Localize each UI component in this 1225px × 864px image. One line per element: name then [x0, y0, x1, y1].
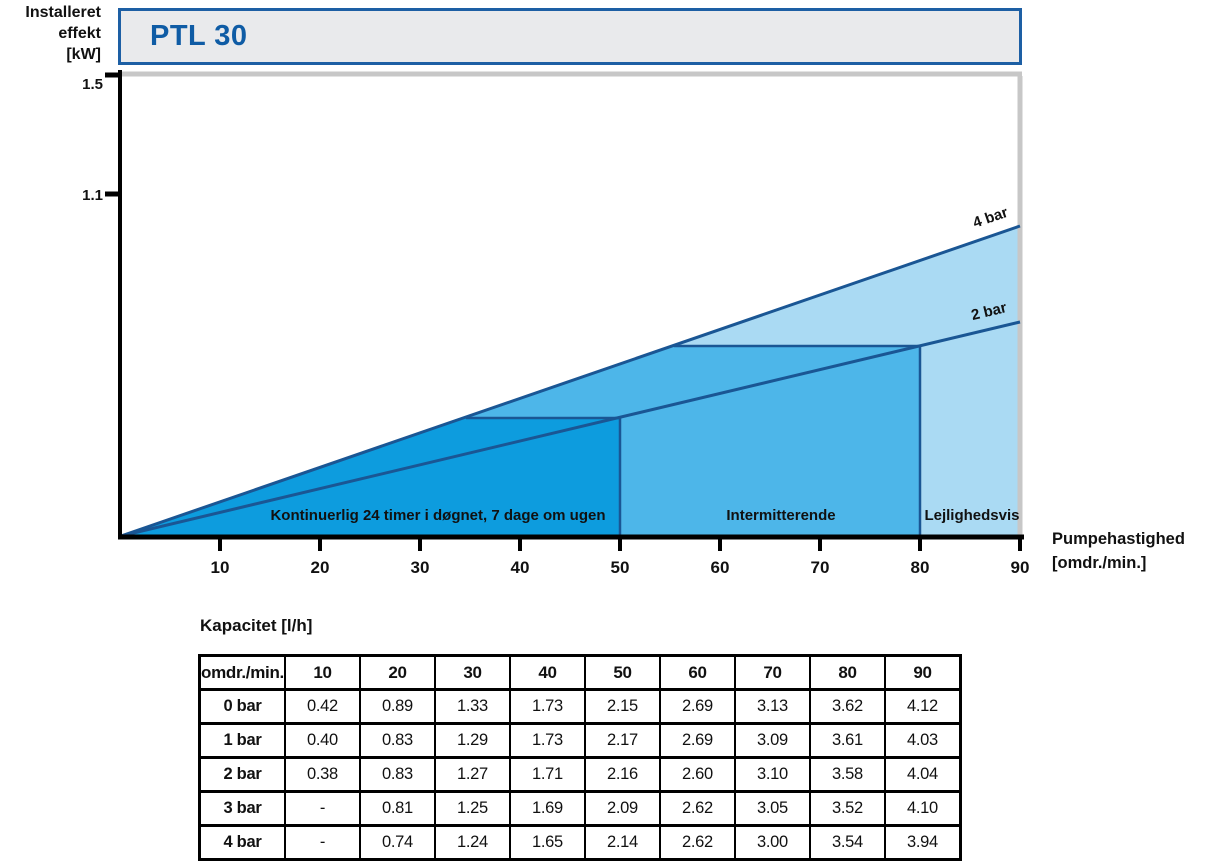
table-cell: 2.69	[658, 722, 736, 759]
x-axis-title-line2: [omdr./min.]	[1052, 554, 1147, 572]
table-cell: 1.25	[433, 790, 511, 827]
x-tick-label-70: 70	[811, 558, 830, 577]
y-tick-label-1_5: 1.5	[82, 76, 103, 93]
x-axis-title: Pumpehastighed [omdr./min.]	[1052, 527, 1185, 575]
line-label-4bar: 4 bar	[971, 204, 1011, 232]
table-cell: 0.40	[283, 722, 361, 759]
table-row: 3 bar - 0.81 1.25 1.69 2.09 2.62 3.05 3.…	[198, 790, 962, 827]
table-cell: 3.09	[733, 722, 811, 759]
table-row: 1 bar 0.40 0.83 1.29 1.73 2.17 2.69 3.09…	[198, 722, 962, 759]
table-cell: 3.05	[733, 790, 811, 827]
table-cell: 2.17	[583, 722, 661, 759]
table-cell: 2.14	[583, 824, 661, 861]
row-label: 2 bar	[198, 756, 286, 793]
x-tick-label-90: 90	[1011, 558, 1030, 577]
table-cell: 3.61	[808, 722, 886, 759]
model-title-box: PTL 30	[118, 8, 1022, 65]
table-row: 4 bar - 0.74 1.24 1.65 2.14 2.62 3.00 3.…	[198, 824, 962, 861]
table-cell: 1.71	[508, 756, 586, 793]
table-cell: 3.58	[808, 756, 886, 793]
line-2bar	[120, 320, 1021, 538]
table-cell: 1.69	[508, 790, 586, 827]
table-cell: 1.27	[433, 756, 511, 793]
table-cell: 1.29	[433, 722, 511, 759]
x-tick-label-80: 80	[911, 558, 930, 577]
y-axis-title-line2: effekt	[58, 25, 101, 42]
x-tick-label-50: 50	[611, 558, 630, 577]
y-axis-title-line3: [kW]	[66, 46, 101, 63]
table-cell: -	[283, 824, 361, 861]
table-cell: 0.83	[358, 756, 436, 793]
table-header-cell: 70	[733, 654, 811, 691]
row-label: 4 bar	[198, 824, 286, 861]
table-row: 2 bar 0.38 0.83 1.27 1.71 2.16 2.60 3.10…	[198, 756, 962, 793]
row-label: 1 bar	[198, 722, 286, 759]
table-cell: 4.12	[883, 688, 962, 725]
table-cell: -	[283, 790, 361, 827]
capacity-table: omdr./min. 10 20 30 40 50 60 70 80 90 0 …	[198, 654, 962, 861]
x-axis-title-line1: Pumpehastighed	[1052, 530, 1185, 548]
table-cell: 3.52	[808, 790, 886, 827]
table-cell: 3.62	[808, 688, 886, 725]
table-header-row: omdr./min. 10 20 30 40 50 60 70 80 90	[198, 654, 962, 691]
table-cell: 2.15	[583, 688, 661, 725]
table-cell: 2.69	[658, 688, 736, 725]
table-header-cell: 10	[283, 654, 361, 691]
table-header-cell: 90	[883, 654, 962, 691]
table-header-cell: 60	[658, 654, 736, 691]
table-cell: 2.16	[583, 756, 661, 793]
line-4bar	[120, 224, 1021, 538]
table-cell: 3.54	[808, 824, 886, 861]
region-label-continuous: Kontinuerlig 24 timer i døgnet, 7 dage o…	[270, 507, 605, 524]
table-cell: 0.74	[358, 824, 436, 861]
table-header-cell: 80	[808, 654, 886, 691]
table-cell: 2.60	[658, 756, 736, 793]
power-chart: 1.5 1.1 10 20 30 40 50 60 70 80 90 Konti…	[82, 70, 1030, 577]
x-tick-label-10: 10	[211, 558, 230, 577]
table-cell: 3.13	[733, 688, 811, 725]
table-cell: 1.65	[508, 824, 586, 861]
table-cell: 2.09	[583, 790, 661, 827]
table-cell: 1.73	[508, 688, 586, 725]
table-cell: 1.33	[433, 688, 511, 725]
table-cell: 4.10	[883, 790, 962, 827]
table-cell: 1.73	[508, 722, 586, 759]
table-header-cell: 30	[433, 654, 511, 691]
region-intermittent-fill	[466, 346, 920, 536]
x-tick-label-40: 40	[511, 558, 530, 577]
table-cell: 1.24	[433, 824, 511, 861]
y-axis-title-line1: Installeret	[25, 4, 101, 21]
table-cell: 0.38	[283, 756, 361, 793]
region-label-occasional: Lejlighedsvis	[924, 507, 1019, 524]
table-cell: 3.94	[883, 824, 962, 861]
table-cell: 4.04	[883, 756, 962, 793]
model-title: PTL 30	[150, 20, 248, 52]
x-tick-label-30: 30	[411, 558, 430, 577]
table-row: 0 bar 0.42 0.89 1.33 1.73 2.15 2.69 3.13…	[198, 688, 962, 725]
table-cell: 2.62	[658, 824, 736, 861]
x-tick-label-20: 20	[311, 558, 330, 577]
y-tick-label-1_1: 1.1	[82, 187, 103, 204]
table-header-unit: omdr./min.	[198, 654, 286, 691]
table-header-cell: 20	[358, 654, 436, 691]
table-cell: 0.83	[358, 722, 436, 759]
table-cell: 0.42	[283, 688, 361, 725]
table-header-cell: 40	[508, 654, 586, 691]
table-cell: 4.03	[883, 722, 962, 759]
capacity-table-title: Kapacitet [l/h]	[200, 616, 313, 635]
table-cell: 0.89	[358, 688, 436, 725]
row-label: 3 bar	[198, 790, 286, 827]
table-header-cell: 50	[583, 654, 661, 691]
row-label: 0 bar	[198, 688, 286, 725]
region-label-intermittent: Intermitterende	[726, 507, 835, 524]
y-axis-title: Installeret effekt [kW]	[0, 2, 101, 65]
table-cell: 3.00	[733, 824, 811, 861]
x-tick-label-60: 60	[711, 558, 730, 577]
table-cell: 0.81	[358, 790, 436, 827]
region-occasional-fill	[674, 226, 1020, 536]
table-cell: 3.10	[733, 756, 811, 793]
table-cell: 2.62	[658, 790, 736, 827]
